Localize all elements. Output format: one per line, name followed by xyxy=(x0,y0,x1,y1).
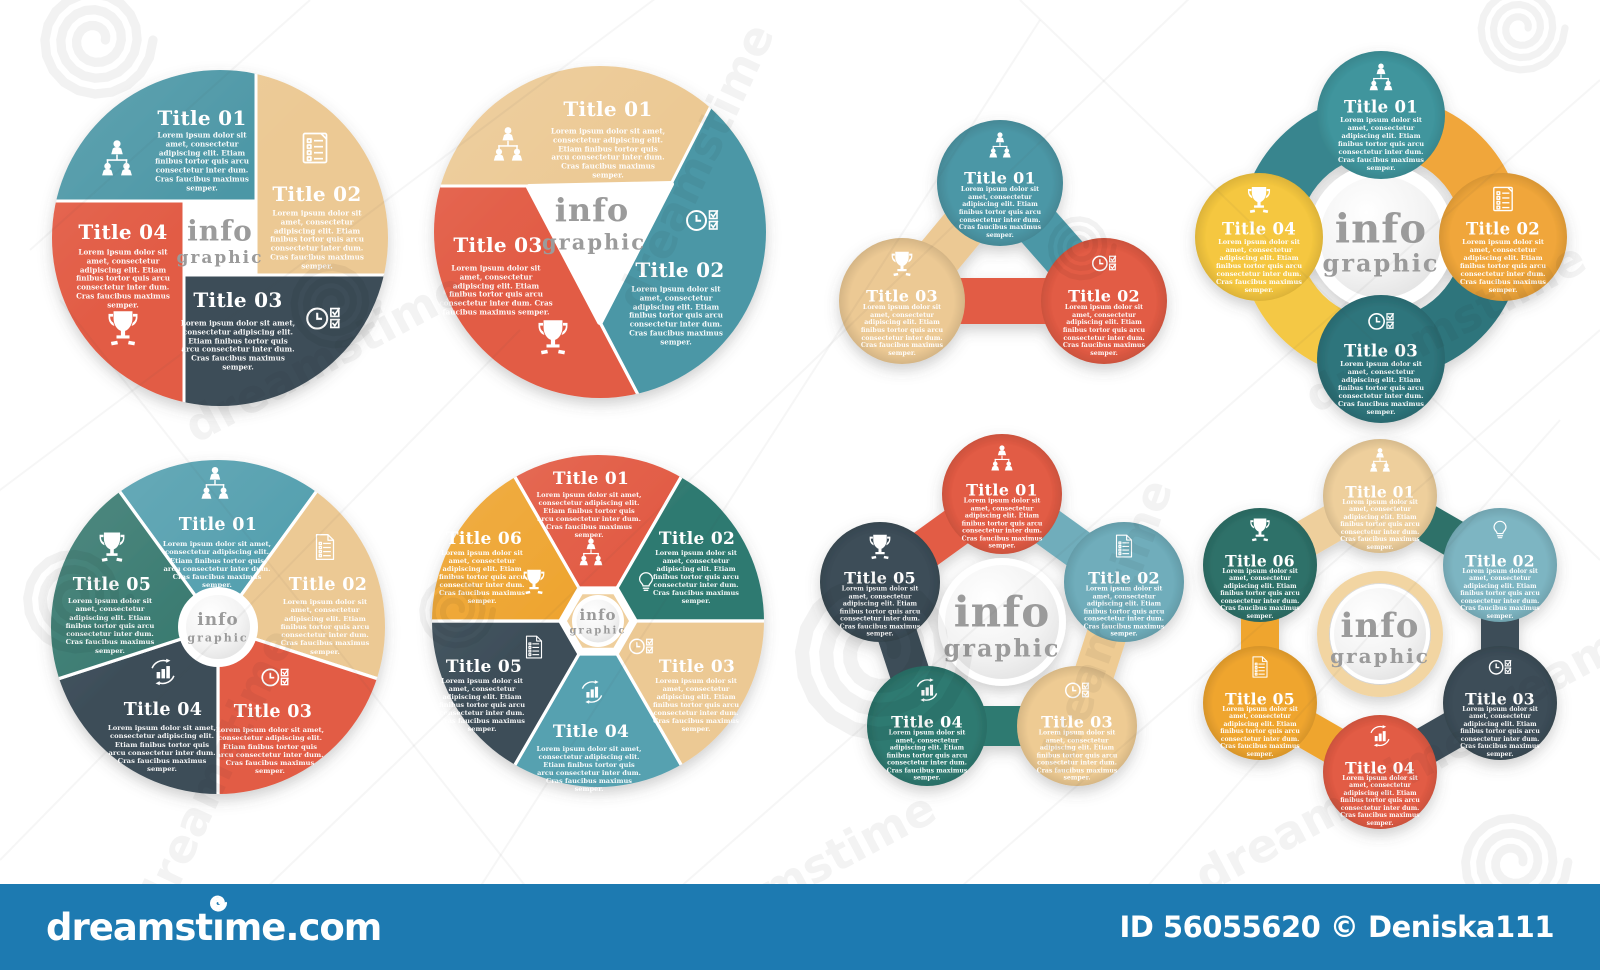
infographic-2 xyxy=(434,66,766,398)
logo-spiral-icon xyxy=(209,894,228,912)
infographics-artwork xyxy=(51,51,1567,829)
center-ring xyxy=(1317,571,1443,697)
center-triangle xyxy=(526,181,674,325)
infographic-3 xyxy=(839,120,1167,364)
image-credit-label: ID 56055620 © Deniska111 xyxy=(1119,910,1554,944)
dreamstime-logo: dreamstı me.com xyxy=(46,894,383,949)
infographic-5 xyxy=(51,460,385,794)
infographic-7 xyxy=(820,434,1184,786)
watermark-footer-bar: dreamstı me.com ID 56055620 © Deniska111 xyxy=(0,884,1600,970)
infographic-6 xyxy=(432,455,764,787)
infographic-8 xyxy=(1203,439,1557,829)
logo-text-suffix: me.com xyxy=(223,905,383,949)
logo-text-prefix: dreamst xyxy=(46,905,213,949)
center-square xyxy=(184,201,256,275)
infographic-4 xyxy=(1195,51,1567,423)
logo-letter-i: ı xyxy=(209,894,228,946)
